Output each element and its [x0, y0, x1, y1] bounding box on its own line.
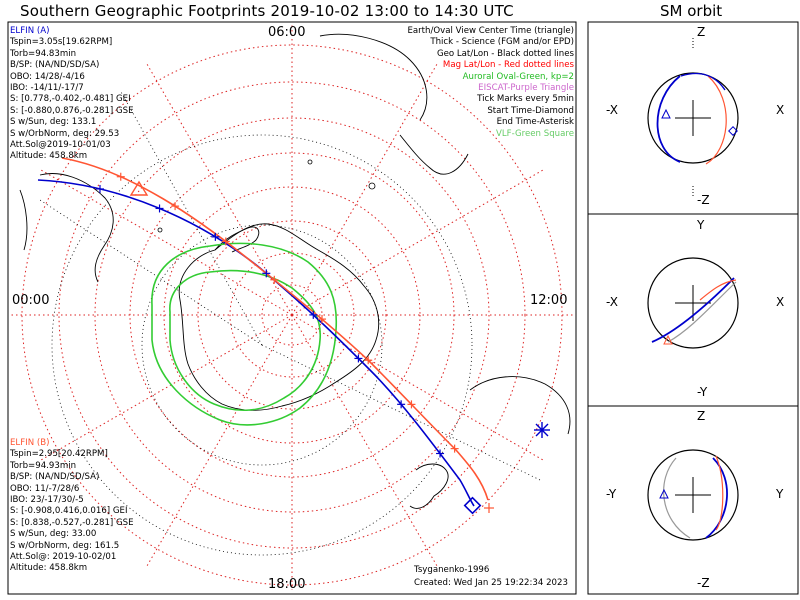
sm2-bottom-label: -Y: [697, 385, 708, 399]
elfin-b-view-center-triangle: [129, 180, 149, 196]
legend-entry: Geo Lat/Lon - Black dotted lines: [436, 48, 574, 59]
clock-label-right: 12:00: [530, 293, 568, 308]
elfin-a-lines: Tspin=3.05s[19.62RPM] Torb=94.83min B/SP: …: [10, 37, 134, 162]
elfin-a-info: ELFIN (A) Tspin=3.05s[19.62RPM] Torb=94.8…: [10, 26, 134, 163]
elfin-b-line: OBO: 11/-7/28/6: [10, 483, 80, 494]
elfin-b-track: [61, 157, 489, 501]
elfin-b-line: Att.Sol@: 2019-10-02/01: [10, 552, 117, 563]
legend-entry: Mag Lat/Lon - Red dotted lines: [442, 60, 574, 71]
sm-panel-2: [647, 257, 739, 349]
elfin-a-start-diamond: [463, 496, 482, 515]
new-zealand-coastline: [409, 463, 449, 509]
elfin-b-line: Altitude: 458.8km: [10, 563, 88, 574]
elfin-b-name: ELFIN (B): [10, 438, 50, 448]
legend-entry: Tick Marks every 5min: [477, 94, 574, 105]
legend-entry: EISCAT-Purple Triangle: [478, 83, 574, 94]
legend-entry: Earth/Oval View Center Time (triangle): [407, 26, 574, 36]
elfin-a-line: B/SP: (NA/ND/SD/SA): [10, 60, 100, 71]
sm-panel-1: [647, 38, 739, 196]
legend-entry: Auroral Oval-Green, kp=2: [462, 71, 574, 82]
clock-label-bottom: 18:00: [268, 577, 306, 592]
sm2-left-label: -X: [606, 295, 618, 309]
australia-coastline: [469, 376, 571, 435]
elfin-a-line: Altitude: 458.8km: [10, 151, 88, 162]
elfin-b-line: S: [0.838,-0.527,-0.281] GSE: [10, 517, 134, 528]
elfin-a-line: Att.Sol@2019-10-01/03: [10, 140, 111, 151]
elfin-b-line: S w/Sun, deg: 33.00: [10, 529, 97, 540]
sm3-left-label: -Y: [606, 487, 617, 501]
south-america-coastline: [19, 173, 114, 283]
page-title: Southern Geographic Footprints 2019-10-0…: [20, 2, 514, 20]
elfin-a-line: S: [0.778,-0.402,-0.481] GEI: [10, 94, 131, 105]
elfin-a-line: Torb=94.83min: [10, 48, 77, 59]
elfin-b-line: B/SP: (NA/ND/SD/SA): [10, 472, 100, 483]
elfin-a-line: S w/OrbNorm, deg: 29.53: [10, 128, 120, 139]
elfin-a-line: IBO: -14/11/-17/7: [10, 83, 84, 94]
legend-entry: Start Time-Diamond: [487, 105, 574, 116]
elfin-a-ticks: [95, 184, 445, 458]
sm1-right-label: X: [776, 103, 785, 117]
elfin-a-end-asterisk: [534, 422, 550, 438]
elfin-a-line: S: [-0.880,0.876,-0.281] GSE: [10, 105, 134, 116]
mag-lon-grid: [10, 25, 575, 590]
sm1-top-label: Z: [697, 25, 706, 39]
sm3-bottom-label: -Z: [697, 576, 710, 590]
elfin-a-name: ELFIN (A): [10, 26, 50, 36]
sm-orbit-title: SM orbit: [660, 2, 723, 20]
elfin-b-line: S w/OrbNorm, deg: 161.5: [10, 540, 120, 551]
legend-entry: VLF-Green Square: [495, 128, 574, 139]
elfin-b-line: Torb=94.93min: [10, 460, 77, 471]
sm1-left-label: -X: [606, 103, 618, 117]
elfin-b-line: S: [-0.908,0.416,0.016] GEI: [10, 506, 128, 517]
sm3-right-label: Y: [776, 487, 784, 501]
elfin-b-end-marker: [484, 503, 494, 513]
elfin-b-line: IBO: 23/-17/30/-5: [10, 495, 84, 506]
elfin-b-ticks: [116, 172, 459, 453]
islands: [157, 159, 376, 233]
elfin-a-track: [37, 179, 475, 507]
legend-entry: End Time-Asterisk: [496, 117, 574, 128]
sm3-top-label: Z: [697, 409, 706, 423]
sm1-bottom-label: -Z: [697, 193, 710, 207]
elfin-b-lines: Tspin=2.95[20.42RPM] Torb=94.93min B/SP: (…: [10, 449, 134, 574]
legend: Earth/Oval View Center Time (triangle) Th…: [407, 26, 574, 140]
sm-panel-3: [647, 449, 739, 541]
clock-label-top: 06:00: [268, 25, 306, 40]
antarctica-coastline: [178, 223, 380, 411]
elfin-a-line: OBO: 14/28/-4/16: [10, 71, 85, 82]
elfin-a-line: S w/Sun, deg: 133.1: [10, 117, 97, 128]
map-frame: [7, 21, 577, 595]
geo-grid: [39, 89, 541, 556]
auroral-oval-outer: [151, 242, 338, 426]
legend-entry: Thick - Science (FGM and/or EPD): [430, 37, 574, 48]
sm2-right-label: X: [776, 295, 785, 309]
auroral-ovals: [151, 242, 338, 426]
sm-frame: [587, 21, 799, 595]
elfin-b-line: Tspin=2.95[20.42RPM]: [10, 449, 108, 460]
auroral-oval-inner: [169, 269, 322, 412]
africa-coastline: [319, 33, 469, 175]
model-credit: Tsyganenko-1996: [414, 565, 490, 575]
elfin-b-info: ELFIN (B) Tspin=2.95[20.42RPM] Torb=94.93…: [10, 438, 134, 575]
peninsula-coastline: [214, 226, 260, 253]
created-timestamp: Created: Wed Jan 25 19:22:34 2023: [414, 578, 568, 588]
sm2-top-label: Y: [697, 218, 705, 232]
elfin-a-line: Tspin=3.05s[19.62RPM]: [10, 37, 113, 48]
clock-label-left: 00:00: [12, 293, 50, 308]
